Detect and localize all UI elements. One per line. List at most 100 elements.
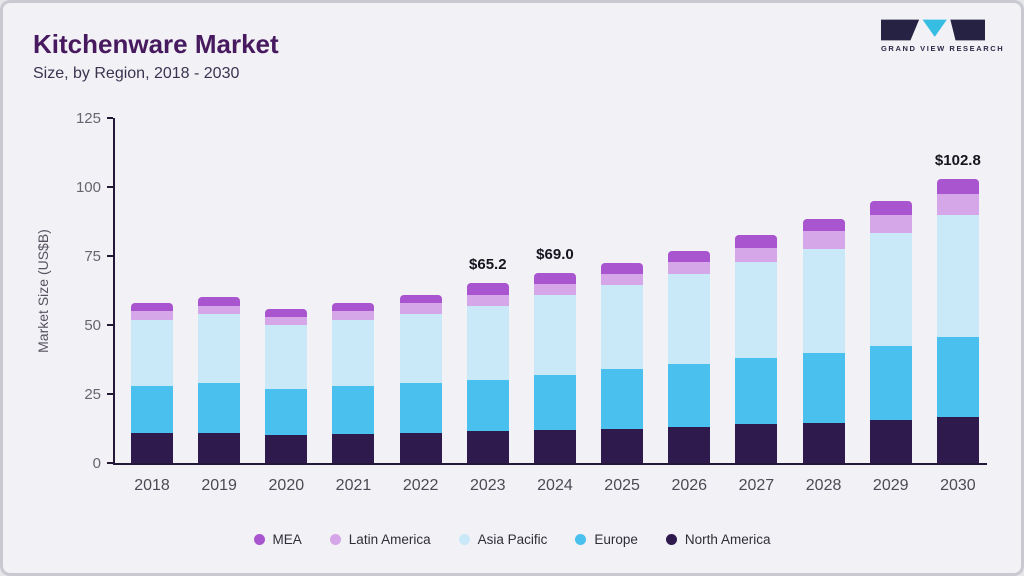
legend-item-latin-america: Latin America <box>329 532 431 547</box>
bar-segment-mea <box>131 302 173 312</box>
bar-segment-asia-pacific <box>601 285 644 370</box>
bar-segment-mea <box>533 272 576 284</box>
legend-label: North America <box>684 532 771 547</box>
stacked-bar <box>466 283 509 463</box>
bar-segment-latin-america <box>668 261 711 274</box>
bar-segment-north-america <box>399 432 442 463</box>
bar-segment-europe <box>936 337 979 418</box>
bar-segment-europe <box>265 388 308 436</box>
y-tick-label: 75 <box>84 248 101 265</box>
y-tick-label: 125 <box>75 110 101 127</box>
page-title: Kitchenware Market <box>33 29 279 59</box>
bar-segment-mea <box>332 302 375 312</box>
bar-segment-north-america <box>869 420 912 463</box>
stacked-bar <box>735 235 778 463</box>
legend: MEA Latin America Asia Pacific Europe North … <box>3 532 1021 547</box>
bar-segment-latin-america <box>332 311 375 320</box>
bar-segment-mea <box>802 218 845 232</box>
bar-segment-mea <box>265 308 308 317</box>
stacked-bar <box>131 302 173 463</box>
bar-segment-latin-america <box>533 283 576 295</box>
stacked-bar <box>601 262 644 463</box>
x-tick-label: 2026 <box>671 477 708 494</box>
bar-segment-europe <box>466 380 509 432</box>
bar-segment-europe <box>131 385 173 433</box>
bar-segment-north-america <box>668 427 711 463</box>
bar-segment-north-america <box>466 431 509 463</box>
y-tick-mark <box>107 255 113 257</box>
bar-segment-asia-pacific <box>131 319 173 386</box>
bar-segment-asia-pacific <box>265 325 308 389</box>
legend-swatch-icon <box>575 534 587 545</box>
x-tick-label: 2025 <box>604 477 640 494</box>
legend-swatch-icon <box>665 534 677 545</box>
bar-segment-north-america <box>735 424 778 463</box>
x-tick-label: 2028 <box>805 477 842 494</box>
x-tick-label: 2024 <box>537 477 573 494</box>
bar-segment-north-america <box>802 422 845 463</box>
legend-label: Asia Pacific <box>477 532 548 547</box>
y-axis-title: Market Size (US$B) <box>35 228 51 353</box>
bar-segment-europe <box>332 385 375 435</box>
y-tick-label: 0 <box>92 455 101 472</box>
y-tick-mark <box>107 117 113 119</box>
y-tick-label: 100 <box>75 179 101 196</box>
x-tick-label: 2021 <box>335 477 372 494</box>
bar-value-label: $69.0 <box>536 245 574 263</box>
bar-segment-mea <box>869 200 912 215</box>
bar-segment-asia-pacific <box>466 305 509 381</box>
x-tick-label: 2023 <box>469 477 506 494</box>
y-tick-mark <box>107 324 113 326</box>
bar-segment-europe <box>601 369 644 429</box>
bar-segment-europe <box>533 374 576 430</box>
bar-segment-europe <box>735 358 778 425</box>
bar-segment-asia-pacific <box>399 313 442 383</box>
bar-segment-north-america <box>533 429 576 463</box>
bar-column-2023: $65.2 2023 <box>466 118 509 494</box>
bar-segment-latin-america <box>936 193 979 215</box>
bar-segment-mea <box>668 250 711 262</box>
bar-column-2021: 2021 <box>332 118 375 494</box>
stacked-bar <box>802 218 845 463</box>
legend-label: Latin America <box>348 532 431 547</box>
legend-item-asia-pacific: Asia Pacific <box>458 532 548 547</box>
bar-segment-europe <box>668 363 711 428</box>
y-tick-mark <box>107 462 113 464</box>
legend-swatch-icon <box>253 534 265 545</box>
bar-column-2030: $102.8 2030 <box>935 118 981 494</box>
bar-segment-latin-america <box>198 305 241 314</box>
bar-segment-mea <box>936 179 979 194</box>
legend-item-europe: Europe <box>575 532 638 547</box>
bar-segment-asia-pacific <box>936 214 979 338</box>
bar-column-2027: 2027 <box>735 118 778 494</box>
chart: Market Size (US$B) 0 25 50 75 100 125 2018 201… <box>35 110 987 494</box>
y-tick-label: 50 <box>84 317 101 334</box>
logo-mark-icon <box>881 19 985 41</box>
bar-segment-north-america <box>265 435 308 463</box>
bar-segment-asia-pacific <box>802 249 845 353</box>
bar-segment-asia-pacific <box>332 319 375 386</box>
x-tick-label: 2020 <box>268 477 305 494</box>
bar-segment-north-america <box>332 434 375 463</box>
x-tick-label: 2027 <box>738 477 775 494</box>
bar-segment-asia-pacific <box>668 273 711 364</box>
stacked-bar <box>198 297 241 463</box>
y-tick-label: 25 <box>84 386 101 403</box>
y-tick-mark <box>107 393 113 395</box>
bar-segment-europe <box>802 352 845 423</box>
stacked-bar <box>936 179 979 463</box>
bar-column-2028: 2028 <box>802 118 845 494</box>
bar-segment-north-america <box>198 432 241 463</box>
bar-segment-latin-america <box>802 231 845 250</box>
bar-segment-asia-pacific <box>533 294 576 375</box>
bar-column-2029: 2029 <box>869 118 912 494</box>
legend-item-mea: MEA <box>253 532 302 547</box>
bar-column-2025: 2025 <box>601 118 644 494</box>
bar-column-2024: $69.0 2024 <box>533 118 576 494</box>
bar-value-label: $65.2 <box>469 256 507 274</box>
bar-segment-latin-america <box>735 247 778 262</box>
x-tick-label: 2022 <box>402 477 439 494</box>
bar-column-2018: 2018 <box>131 118 173 494</box>
stacked-bar <box>869 200 912 463</box>
